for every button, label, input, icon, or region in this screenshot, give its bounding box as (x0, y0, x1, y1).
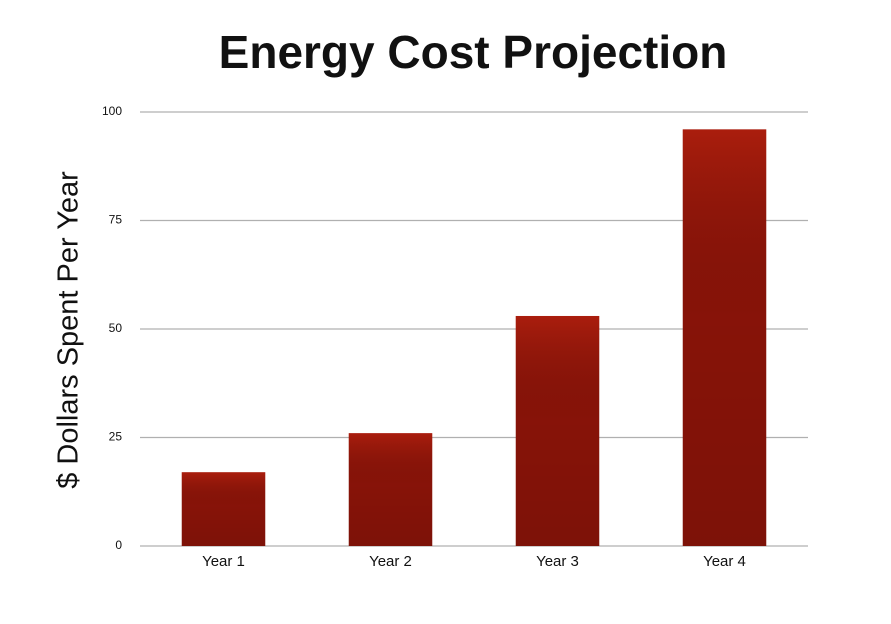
x-tick-label: Year 1 (202, 553, 245, 570)
y-tick-label: 0 (115, 538, 122, 552)
bar (348, 433, 433, 546)
x-tick-label: Year 2 (369, 553, 412, 570)
bar (682, 129, 767, 547)
bar (515, 315, 600, 546)
bar (181, 472, 266, 546)
y-tick-label: 50 (109, 321, 123, 335)
y-tick-label: 75 (109, 213, 123, 227)
y-axis-label: $ Dollars Spent Per Year (53, 171, 85, 489)
y-tick-label: 100 (102, 104, 122, 118)
chart-title: Energy Cost Projection (219, 26, 728, 78)
y-tick-label: 25 (109, 430, 123, 444)
x-tick-label: Year 3 (536, 553, 579, 570)
x-tick-label: Year 4 (703, 553, 746, 570)
